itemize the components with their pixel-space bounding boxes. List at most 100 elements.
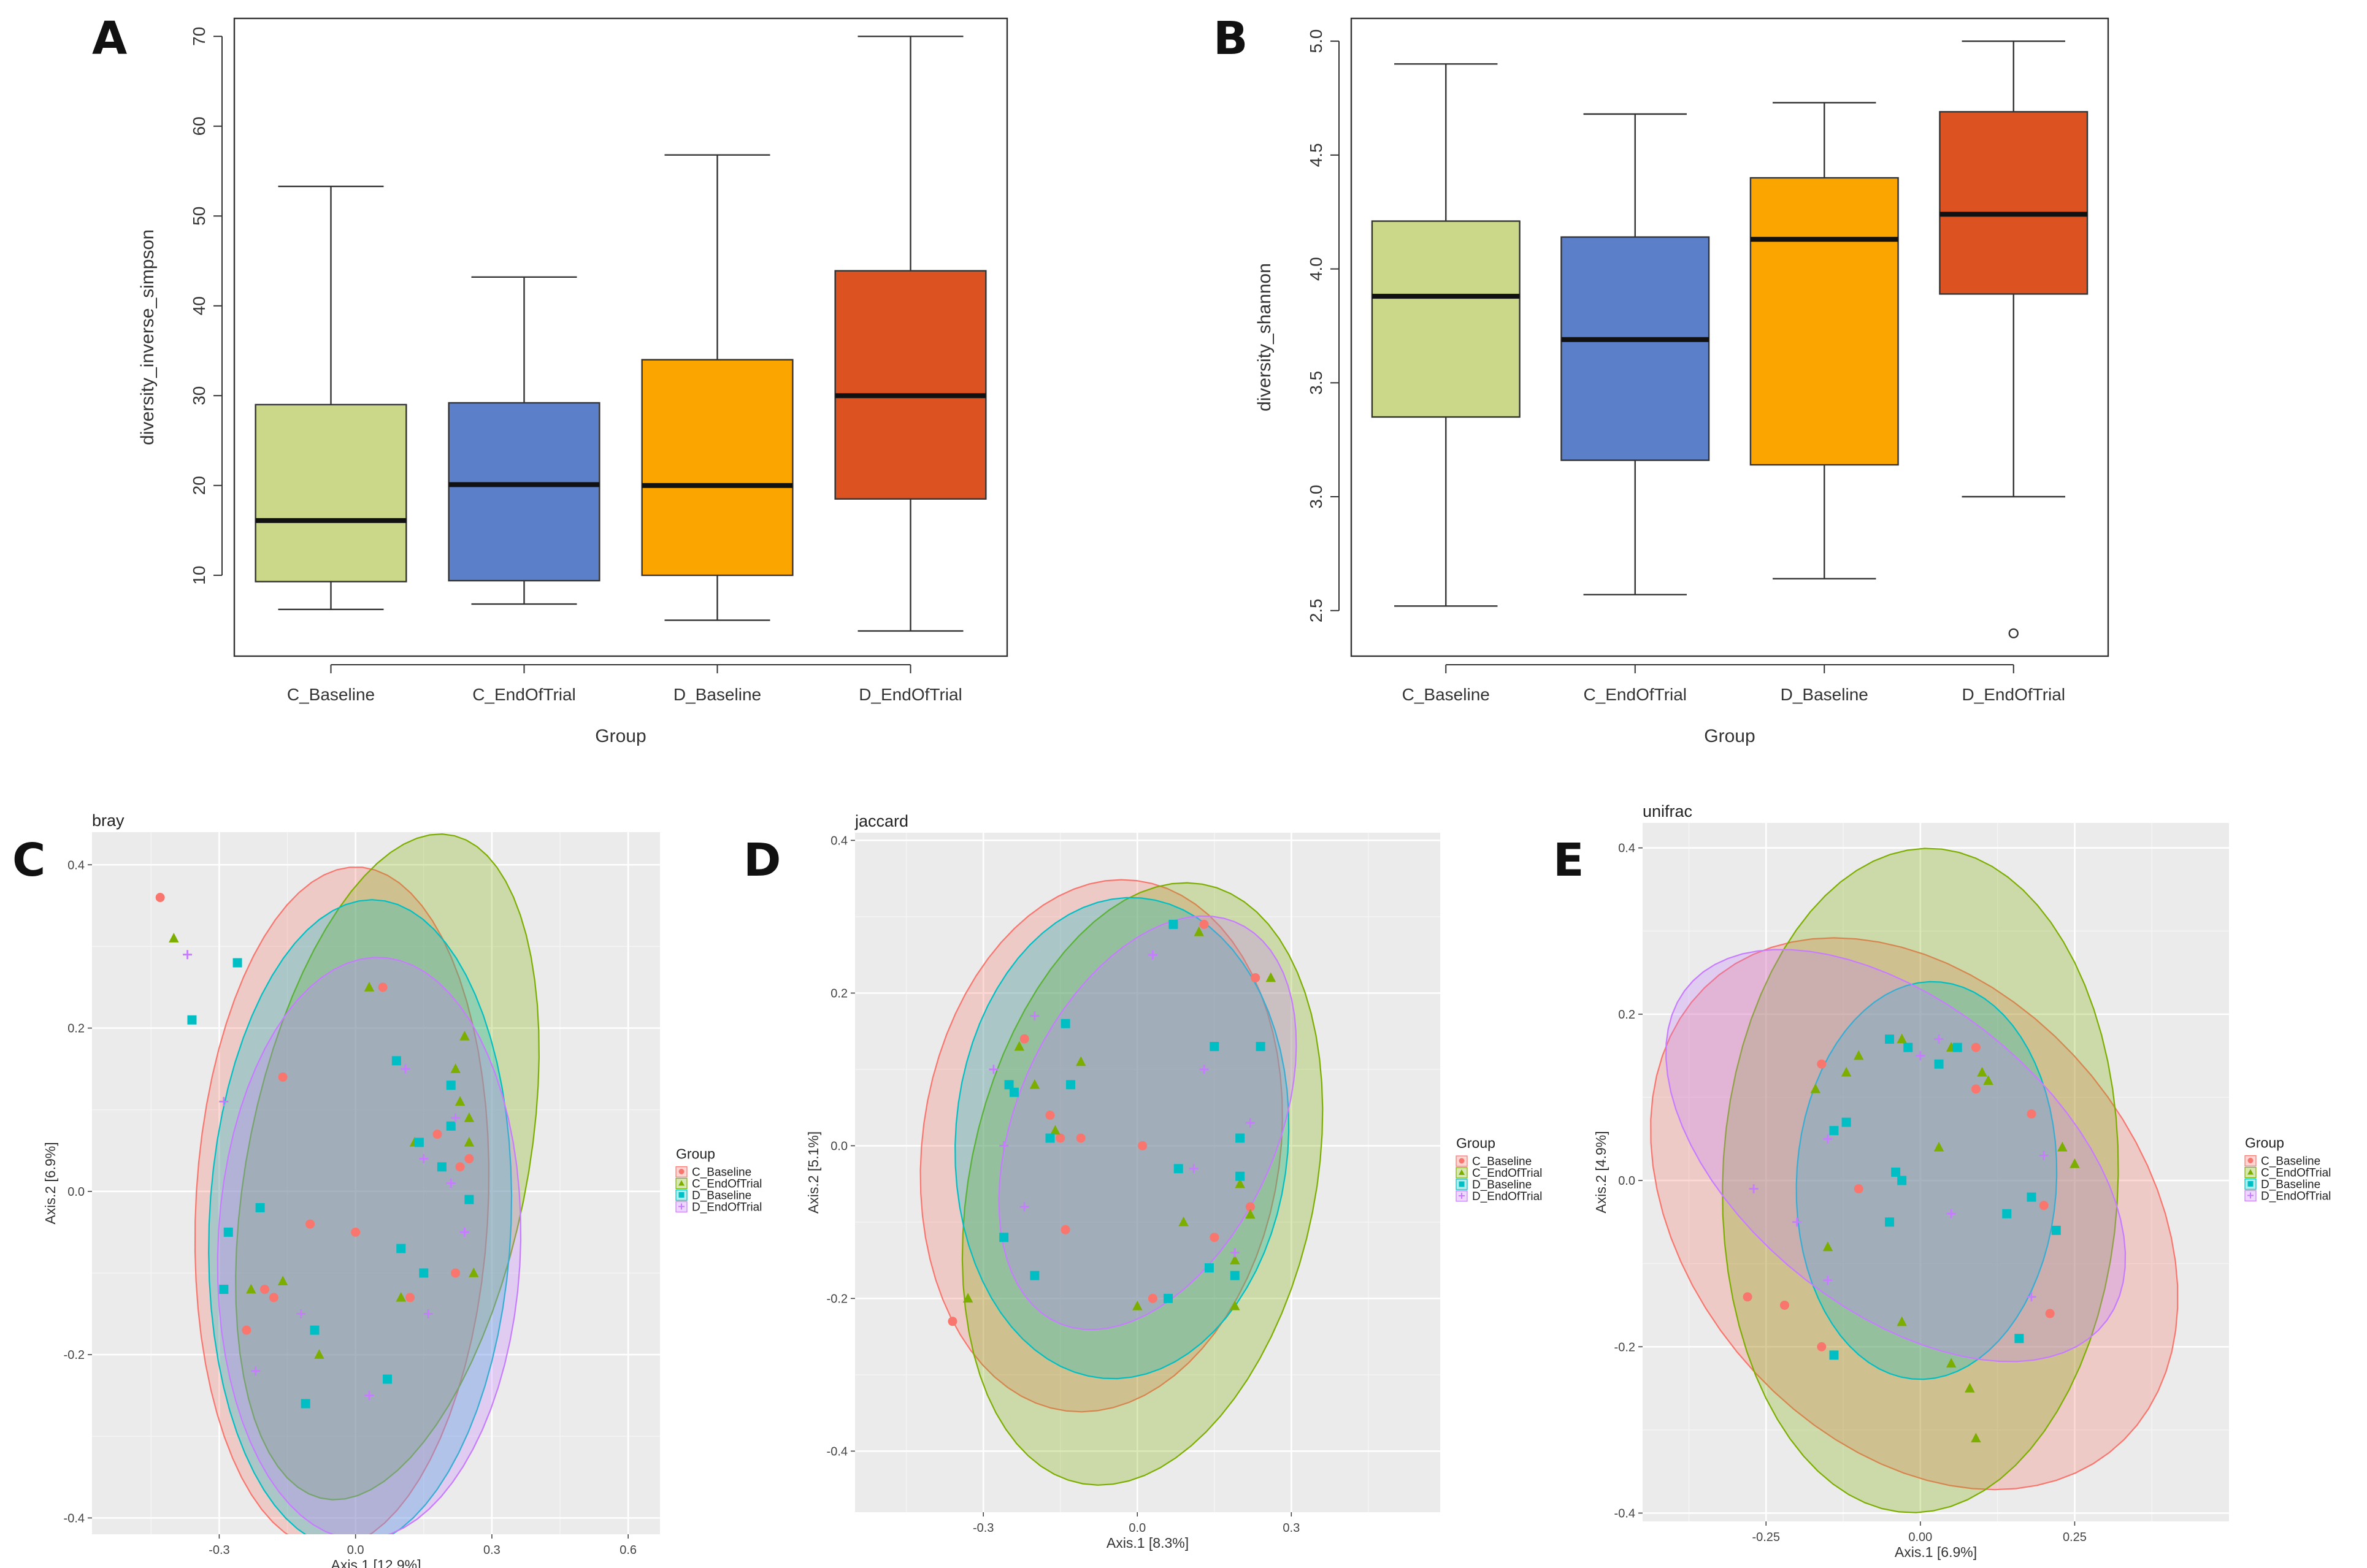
panel-letter-c: C [12,834,45,887]
x-tick-label: -0.3 [973,1521,994,1535]
x-tick-label: 0.0 [1129,1521,1146,1535]
ordination-bray: -0.3 0.0 0.3 0.6 -0.4 -0.2 0.0 0.2 0.4 Axis.1 [12… [42,811,762,1568]
legend-title: Group [676,1146,715,1162]
point-C_Baseline [455,1162,465,1172]
iqr-box [1560,236,1710,461]
point-C_Baseline [405,1293,415,1302]
point-D_EndOfTrial [401,1064,410,1074]
y-tick-label: -0.2 [827,1292,848,1306]
ordination-jaccard: -0.3 0.0 0.3 -0.4 -0.2 0.0 0.2 0.4 Axis.1 [8.3%]… [805,812,1542,1551]
y-tick-label: 0.2 [67,1022,85,1036]
y-axis-title: Axis.2 [4.9%] [1593,1131,1609,1213]
point-C_EndOfTrial [1965,1383,1975,1393]
point-C_EndOfTrial [1822,1241,1833,1252]
plot-background [1643,823,2229,1521]
y-tick-label: -0.2 [64,1348,85,1362]
legend-symbol-D_EndOfTrial [2247,1192,2254,1199]
point-C_EndOfTrial [1933,1141,1944,1152]
point-C_EndOfTrial [1265,972,1276,982]
point-C_EndOfTrial [450,1063,461,1073]
point-D_Baseline [232,958,242,968]
point-D_Baseline [1235,1133,1245,1143]
legend-symbol-C_Baseline [1459,1158,1465,1164]
point-C_Baseline [260,1285,270,1295]
legend-title: Group [1456,1135,1495,1151]
legend-label-C_EndOfTrial: C_EndOfTrial [2261,1167,2331,1180]
x-tick-label: C_EndOfTrial [472,685,576,704]
point-D_EndOfTrial [1199,1065,1209,1074]
x-tick-label: C_Baseline [1402,685,1490,704]
y-tick-label: 50 [190,207,209,226]
point-C_EndOfTrial [1841,1066,1852,1077]
point-D_Baseline [1897,1176,1907,1185]
point-D_EndOfTrial [1030,1011,1040,1021]
ellipse-C_Baseline [1650,937,2179,1491]
y-tick-label: 0.4 [831,834,848,847]
point-C_EndOfTrial [1075,1056,1086,1066]
point-D_Baseline [1934,1059,1944,1069]
point-C_EndOfTrial [459,1030,470,1041]
point-D_Baseline [1004,1080,1014,1090]
point-D_Baseline [999,1233,1009,1242]
y-tick-label: 60 [190,117,209,136]
legend-label-D_Baseline: D_Baseline [692,1190,751,1203]
point-D_Baseline [1235,1171,1245,1181]
point-D_EndOfTrial [1934,1034,1944,1044]
legend-label-C_Baseline: C_Baseline [692,1166,751,1179]
x-tick-label: 0.00 [1908,1531,1932,1544]
point-C_Baseline [155,893,165,903]
point-D_Baseline [2051,1225,2061,1235]
legend-symbol-C_Baseline [2247,1158,2254,1163]
box-D_Baseline [1749,102,1899,579]
point-D_Baseline [1891,1168,1901,1177]
legend-symbol-C_Baseline [678,1169,685,1174]
x-tick-label: 0.6 [620,1543,637,1557]
point-D_Baseline [1061,1019,1070,1028]
point-C_Baseline [1138,1141,1148,1150]
point-D_Baseline [391,1056,401,1066]
point-C_Baseline [269,1293,278,1302]
point-D_Baseline [1829,1350,1839,1360]
y-tick-label: 4.5 [1306,143,1325,167]
point-D_Baseline [437,1162,447,1172]
point-C_Baseline [2039,1201,2049,1210]
point-D_EndOfTrial [1245,1118,1255,1128]
box-D_Baseline [641,154,794,621]
point-D_EndOfTrial [1189,1164,1199,1174]
point-D_EndOfTrial [451,1113,461,1123]
point-D_Baseline [1168,919,1178,929]
point-D_EndOfTrial [1230,1248,1240,1258]
panel-letter-b: B [1213,12,1248,65]
point-D_Baseline [1841,1117,1851,1127]
plot-frame [1350,17,2109,657]
y-tick-label: 0.4 [1618,842,1635,855]
point-C_EndOfTrial [1971,1432,1981,1443]
legend-title: Group [2245,1135,2284,1151]
point-D_Baseline [1065,1080,1075,1090]
point-D_EndOfTrial [459,1227,469,1237]
point-D_Baseline [1230,1271,1240,1280]
legend-label-D_EndOfTrial: D_EndOfTrial [1472,1190,1542,1203]
legend-symbol-C_EndOfTrial [678,1180,685,1186]
ellipse-D_Baseline [954,897,1290,1380]
point-D_EndOfTrial [1823,1134,1833,1144]
plot-title: bray [92,811,125,830]
point-C_Baseline [432,1130,442,1139]
point-D_EndOfTrial [1749,1184,1759,1194]
x-tick-label: -0.25 [1752,1531,1780,1544]
point-C_EndOfTrial [364,981,375,992]
box-C_Baseline [255,185,407,611]
point-D_Baseline [219,1285,229,1295]
point-C_Baseline [1743,1292,1752,1302]
point-C_Baseline [1971,1042,1981,1052]
ellipse-C_Baseline [919,879,1283,1413]
point-D_Baseline [1163,1293,1173,1303]
legend-label-D_Baseline: D_Baseline [2261,1179,2320,1191]
y-tick-label: 5.0 [1306,29,1325,53]
point-D_Baseline [2014,1334,2024,1344]
plot-area [855,833,1440,1512]
x-axis-title: Axis.1 [6.9%] [1895,1544,1977,1560]
y-axis-title: diversity_inverse_simpson [137,229,158,445]
x-tick-label: C_EndOfTrial [1583,685,1687,704]
y-tick-label: 0.0 [67,1185,85,1199]
